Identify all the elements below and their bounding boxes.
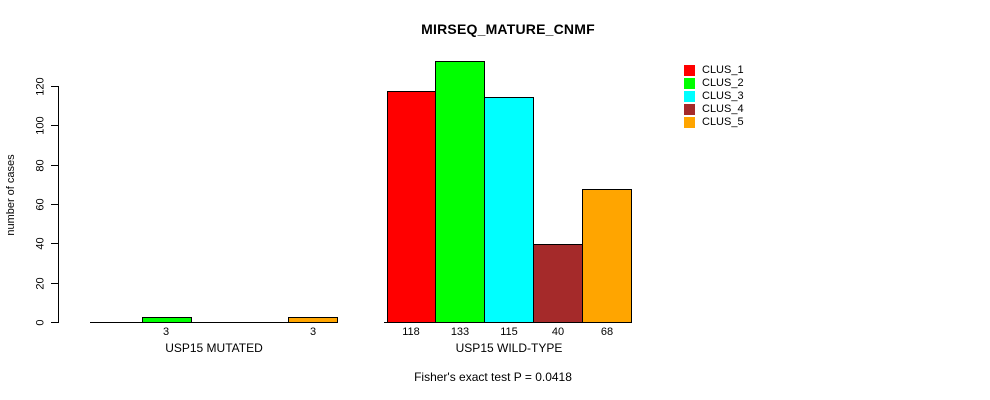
legend-label: CLUS_5 bbox=[702, 116, 744, 128]
bar-clus_5-group2 bbox=[582, 189, 632, 323]
bar-clus_2-group2 bbox=[435, 61, 485, 323]
legend-swatch-clus_2 bbox=[684, 78, 695, 89]
y-axis-title: number of cases bbox=[5, 154, 17, 236]
legend-swatch-clus_1 bbox=[684, 65, 695, 76]
legend-label: CLUS_3 bbox=[702, 90, 744, 102]
y-axis-tick-label: 60 bbox=[34, 198, 47, 211]
y-axis-tick-label: 80 bbox=[34, 159, 47, 172]
y-axis-tick bbox=[51, 322, 58, 323]
x-group-label-mutated: USP15 MUTATED bbox=[165, 341, 263, 355]
y-axis-tick-label: 20 bbox=[34, 277, 47, 290]
y-axis-tick-label: 120 bbox=[34, 77, 47, 96]
bar-value-label: 118 bbox=[402, 326, 420, 338]
y-axis-tick bbox=[51, 282, 58, 284]
y-axis-tick-label: 100 bbox=[34, 116, 47, 136]
legend-item: CLUS_5 bbox=[684, 116, 794, 129]
legend-label: CLUS_2 bbox=[702, 77, 744, 89]
legend-swatch-clus_4 bbox=[684, 104, 695, 115]
chart-title: MIRSEQ_MATURE_CNMF bbox=[421, 21, 595, 37]
bar-value-label: 3 bbox=[162, 326, 170, 338]
legend-swatch-clus_5 bbox=[684, 117, 695, 128]
bar-value-label: 3 bbox=[309, 326, 317, 338]
bar-value-label: 68 bbox=[600, 326, 614, 338]
bar-value-label: 133 bbox=[450, 326, 470, 338]
y-axis-tick bbox=[51, 86, 58, 87]
legend-swatch-clus_3 bbox=[684, 91, 695, 102]
fisher-test-annotation: Fisher's exact test P = 0.0418 bbox=[414, 370, 572, 384]
y-axis-tick bbox=[51, 125, 58, 127]
bar-clus_2-group1 bbox=[142, 317, 192, 323]
legend-label: CLUS_1 bbox=[702, 64, 744, 76]
y-axis-tick bbox=[51, 164, 58, 166]
bar-value-label: 115 bbox=[500, 326, 518, 338]
bar-clus_3-group2 bbox=[484, 97, 534, 323]
bar-clus_1-group2 bbox=[387, 91, 437, 323]
y-axis-tick bbox=[51, 243, 58, 245]
legend-item: CLUS_2 bbox=[684, 77, 794, 90]
legend-item: CLUS_4 bbox=[684, 103, 794, 116]
y-axis-tick bbox=[51, 204, 58, 205]
y-axis-tick-label: 40 bbox=[34, 237, 47, 250]
bar-clus_4-group2 bbox=[533, 244, 583, 323]
legend-item: CLUS_1 bbox=[684, 64, 794, 77]
legend-item: CLUS_3 bbox=[684, 90, 794, 103]
bar-value-label: 40 bbox=[551, 326, 565, 338]
y-axis-tick-label: 0 bbox=[34, 319, 47, 326]
y-axis-line bbox=[58, 86, 59, 323]
group-baseline bbox=[89, 322, 339, 323]
x-group-label-wildtype: USP15 WILD-TYPE bbox=[455, 341, 563, 355]
bar-clus_5-group1 bbox=[288, 317, 338, 323]
legend-label: CLUS_4 bbox=[702, 103, 744, 115]
